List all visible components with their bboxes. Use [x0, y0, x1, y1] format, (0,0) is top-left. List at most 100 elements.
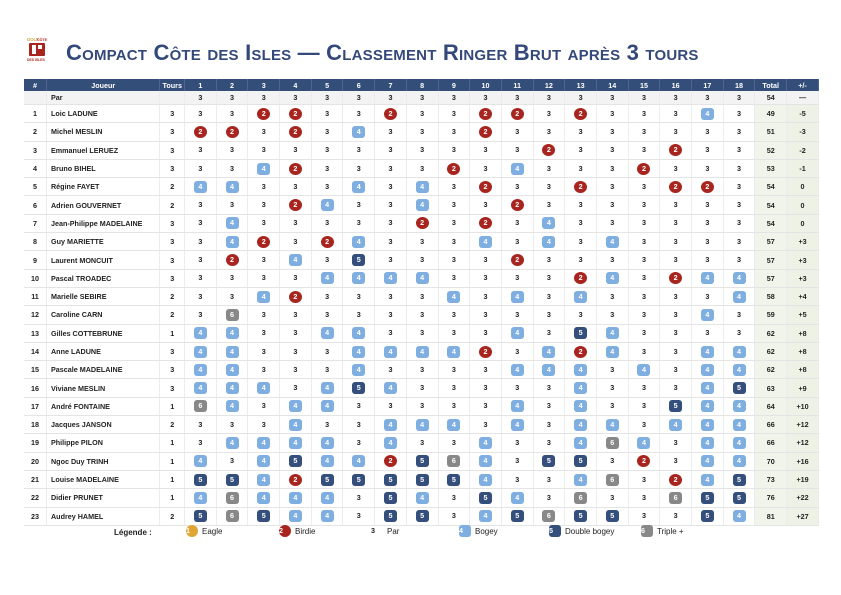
score-cell: 3 — [564, 214, 597, 234]
score-badge: 3 — [705, 200, 710, 210]
diff-cell: +22 — [786, 488, 819, 508]
score-badge: 4 — [447, 345, 461, 358]
col-header-hole-1: 1 — [184, 79, 217, 91]
score-cell: 3 — [184, 141, 217, 160]
score-badge: 3 — [641, 328, 646, 338]
score-cell: 5 — [406, 452, 439, 471]
score-badge: 4 — [320, 327, 334, 340]
diff-cell: +4 — [786, 287, 819, 307]
col-header-rounds: Tours — [159, 79, 186, 91]
score-cell: 3 — [533, 324, 566, 343]
score-cell: 3 — [311, 287, 344, 307]
score-cell: 3 — [374, 324, 407, 343]
rounds-cell: 1 — [159, 324, 186, 343]
score-badge: 3 — [261, 328, 266, 338]
score-badge: 5 — [510, 510, 524, 523]
score-badge: 3 — [293, 383, 298, 393]
score-cell: 3 — [311, 250, 344, 270]
par-hole-18: 3 — [723, 91, 756, 105]
table-row: 1 Loic LADUNE 3 3 3 2 2 3 3 2 3 3 2 2 3 2 3 3 3 4 3 49 -5 — [24, 104, 819, 124]
score-badge: 3 — [578, 126, 583, 136]
score-badge: 2 — [669, 473, 683, 486]
score-cell: 4 — [564, 378, 597, 398]
score-cell: 3 — [723, 324, 756, 343]
score-badge: 3 — [737, 108, 742, 118]
score-badge: 3 — [483, 383, 488, 393]
score-badge: 3 — [610, 456, 615, 466]
score-badge: 4 — [574, 418, 588, 431]
score-badge: 4 — [732, 400, 746, 413]
score-badge: 4 — [700, 418, 714, 431]
score-cell: 3 — [374, 397, 407, 417]
score-badge: 3 — [325, 126, 330, 136]
score-cell: 3 — [216, 195, 249, 215]
score-cell: 5 — [564, 507, 597, 526]
score-cell: 4 — [342, 452, 376, 471]
score-cell: 2 — [438, 159, 471, 179]
score-badge: 2 — [637, 162, 651, 175]
score-badge: 2 — [288, 473, 302, 486]
score-badge: 3 — [261, 401, 266, 411]
score-cell: 4 — [184, 360, 217, 380]
score-badge: 3 — [420, 383, 425, 393]
score-cell: 6 — [533, 507, 566, 526]
score-cell: 4 — [184, 488, 217, 508]
score-badge: 4 — [574, 436, 588, 449]
score-cell: 3 — [184, 287, 217, 307]
score-badge: 3 — [356, 291, 361, 301]
player-name: Audrey HAMEL — [46, 507, 161, 526]
col-header-hole-15: 15 — [628, 79, 661, 91]
rank-cell: 6 — [24, 195, 47, 215]
score-badge: 5 — [288, 455, 302, 468]
score-badge: 3 — [641, 108, 646, 118]
score-cell: 3 — [216, 104, 249, 124]
score-cell: 3 — [406, 141, 439, 160]
player-name: Emmanuel LERUEZ — [46, 141, 161, 160]
score-cell: 3 — [723, 177, 756, 197]
legend-item: 2 Birdie — [279, 525, 315, 537]
score-cell: 3 — [659, 104, 693, 124]
score-badge: 3 — [673, 364, 678, 374]
score-badge: 4 — [479, 235, 493, 248]
score-badge: 3 — [230, 456, 235, 466]
total-cell: 73 — [754, 470, 788, 490]
table-row: 8 Guy MARIETTE 3 3 4 2 3 2 4 3 3 3 4 3 4 3 4 3 3 3 3 57 +3 — [24, 232, 819, 252]
legend-swatch: 4 — [459, 525, 471, 537]
score-cell: 4 — [247, 452, 281, 471]
score-badge: 4 — [700, 382, 714, 395]
score-cell: 3 — [533, 195, 566, 215]
score-cell: 4 — [691, 378, 724, 398]
score-badge: 4 — [510, 162, 524, 175]
score-badge: 3 — [673, 437, 678, 447]
diff-cell: 0 — [786, 214, 819, 234]
rank-cell: 12 — [24, 305, 47, 325]
score-badge: 4 — [320, 199, 334, 212]
score-cell: 3 — [438, 195, 471, 215]
score-cell: 3 — [342, 159, 376, 179]
score-cell: 3 — [533, 122, 566, 142]
score-cell: 3 — [342, 305, 376, 325]
score-cell: 3 — [342, 397, 376, 417]
par-hole-9: 3 — [438, 91, 471, 105]
score-badge: 3 — [325, 108, 330, 118]
total-cell: 59 — [754, 305, 788, 325]
par-hole-7: 3 — [374, 91, 407, 105]
score-cell: 4 — [216, 177, 249, 197]
total-cell: 66 — [754, 415, 788, 435]
score-cell: 4 — [501, 287, 534, 307]
score-badge: 3 — [451, 181, 456, 191]
score-cell: 4 — [501, 159, 534, 179]
score-badge: 5 — [225, 473, 239, 486]
score-badge: 4 — [320, 400, 334, 413]
score-cell: 4 — [311, 507, 344, 526]
score-badge: 3 — [483, 309, 488, 319]
score-cell: 4 — [596, 342, 629, 362]
score-badge: 3 — [325, 145, 330, 155]
score-badge: 4 — [257, 382, 271, 395]
diff-cell: +3 — [786, 250, 819, 270]
score-cell: 3 — [596, 141, 629, 160]
score-cell: 4 — [501, 488, 534, 508]
score-badge: 4 — [574, 382, 588, 395]
score-badge: 3 — [673, 126, 678, 136]
score-badge: 4 — [225, 436, 239, 449]
